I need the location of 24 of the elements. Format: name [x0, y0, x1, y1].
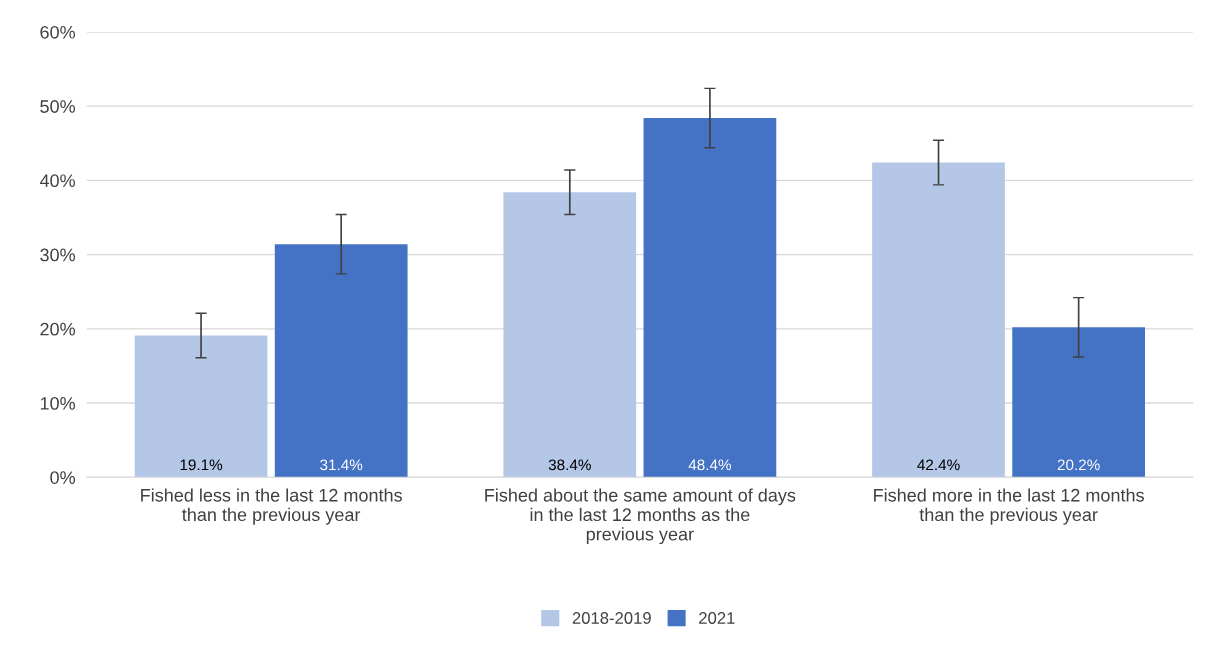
x-tick-label: Fished about the same amount of days in the last 12 months as the previous year [485, 488, 796, 545]
y-tick-label: 0% [50, 471, 76, 484]
legend-label: 2021 [699, 612, 735, 624]
y-tick-label: 50% [40, 100, 76, 113]
y-tick-label: 20% [40, 322, 76, 336]
bar [274, 244, 408, 478]
x-tick-label: Fished more in the last 12 months than the previous year [874, 488, 1144, 525]
legend-label: 2018-2019 [572, 612, 651, 624]
data-label: 20.2% [1057, 459, 1100, 471]
x-tick-label: Fished less in the last 12 months than the previous year [141, 488, 402, 525]
y-tick-label: 30% [40, 248, 76, 262]
y-tick-label: 10% [40, 396, 76, 410]
data-label: 48.4% [688, 459, 732, 471]
data-label: 31.4% [320, 459, 363, 471]
bar [872, 162, 1005, 478]
data-label: 19.1% [180, 459, 223, 471]
bar [134, 335, 268, 478]
data-label: 42.4% [917, 459, 960, 471]
y-tick-label: 40% [39, 174, 76, 188]
data-label: 38.4% [548, 459, 591, 471]
bar [1012, 327, 1146, 478]
y-tick-label: 60% [40, 25, 76, 39]
bar [643, 118, 777, 478]
bar [503, 192, 637, 478]
